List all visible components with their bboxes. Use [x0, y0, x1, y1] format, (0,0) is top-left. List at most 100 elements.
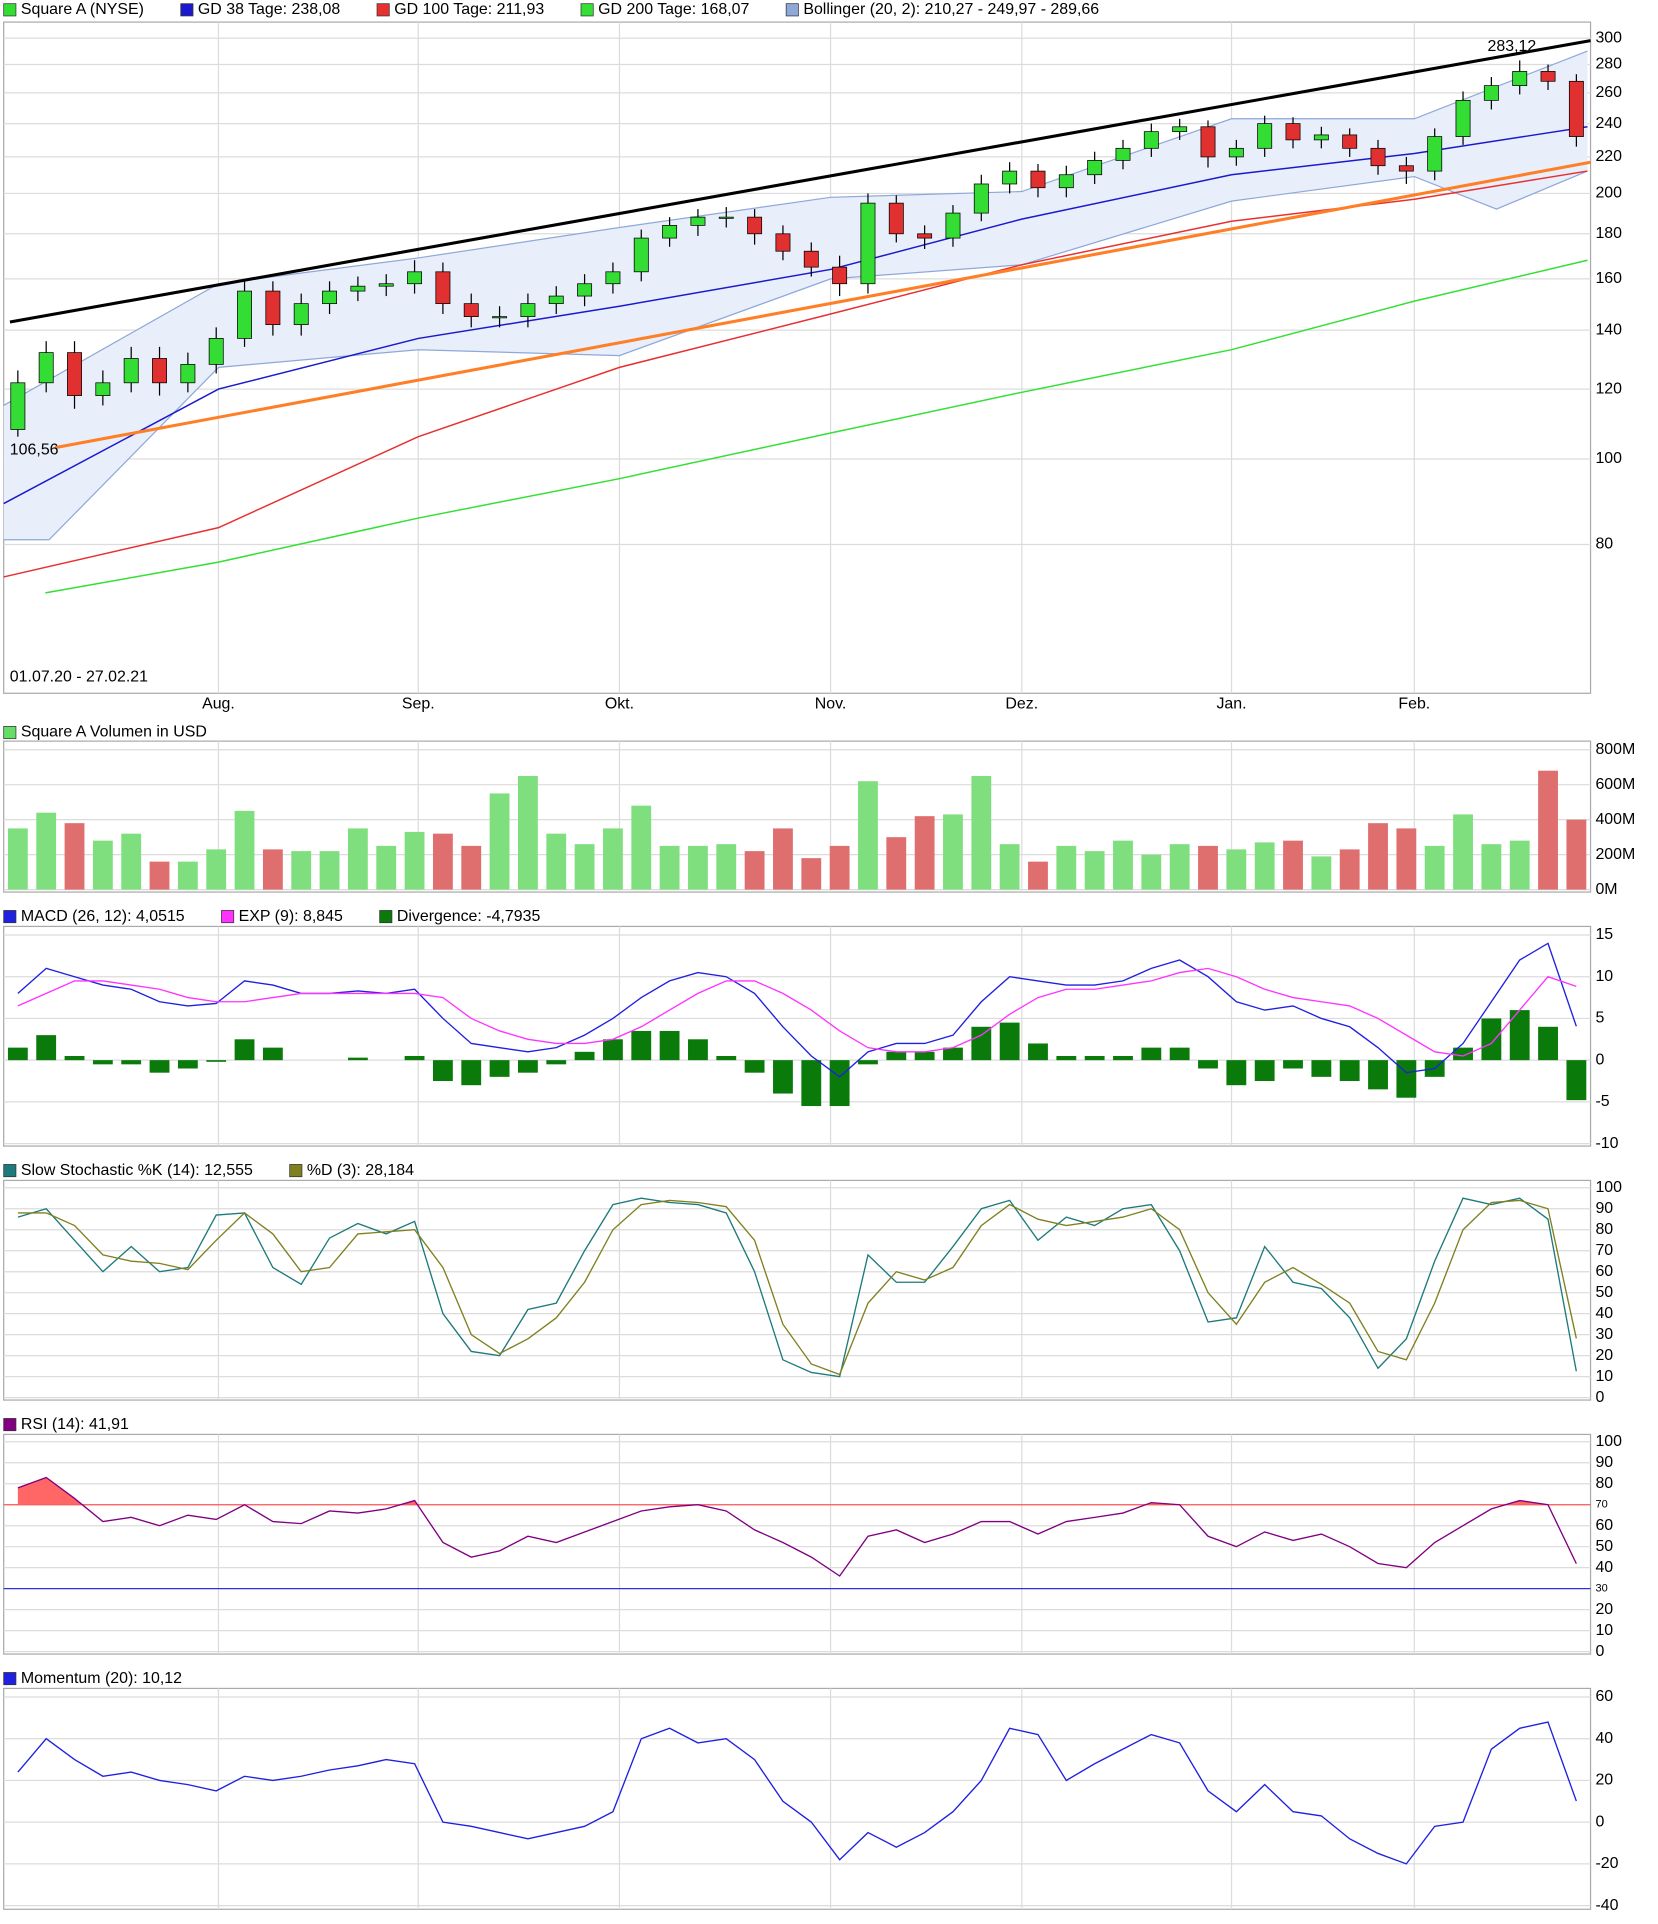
volume-bar: [121, 833, 142, 890]
y-tick-label: 10: [1595, 1622, 1613, 1639]
volume-bar: [319, 851, 340, 890]
volume-bar: [1481, 844, 1502, 890]
y-tick-label: 180: [1595, 225, 1622, 242]
legend-label: Square A (NYSE): [21, 1, 144, 18]
candle-body: [718, 216, 734, 219]
candle-body: [95, 382, 111, 396]
volume-bar: [603, 828, 623, 890]
x-tick-label: Jan.: [1216, 696, 1246, 713]
volume-bar: [659, 845, 680, 890]
candle-body: [492, 316, 508, 319]
panel-frame: [3, 925, 1592, 1147]
volume-bar: [1198, 845, 1218, 890]
volume-bar: [1509, 840, 1530, 890]
volume-bar: [546, 833, 567, 890]
volume-bar: [1453, 814, 1473, 890]
candle-body: [1087, 160, 1103, 176]
divergence-bar: [461, 1060, 482, 1086]
annotation: 106,56: [10, 442, 59, 459]
divergence-bar: [801, 1060, 822, 1107]
candle-body: [1002, 170, 1018, 185]
legend-swatch: [3, 1418, 17, 1432]
candle-body: [945, 212, 961, 239]
divergence-bar: [517, 1060, 538, 1073]
legend-swatch: [221, 910, 235, 924]
volume-bar: [914, 816, 935, 890]
indicator-line: [17, 967, 1577, 1057]
y-tick-label: 100: [1595, 1433, 1622, 1450]
y-tick-label: 50: [1595, 1284, 1613, 1301]
candle-body: [1455, 99, 1471, 137]
y-tick-label: 10: [1595, 1368, 1613, 1385]
volume-bar: [461, 845, 482, 890]
legend-label: Slow Stochastic %K (14): 12,555: [21, 1162, 253, 1179]
divergence-bar: [489, 1060, 510, 1077]
candle-body: [1483, 85, 1499, 101]
divergence-bar: [603, 1039, 623, 1061]
candle-body: [1398, 165, 1414, 172]
candle-body: [1257, 123, 1273, 149]
candle-body: [1030, 170, 1046, 189]
legend-label: %D (3): 28,184: [307, 1162, 414, 1179]
candle-body: [407, 271, 423, 285]
y-tick-label: 220: [1595, 148, 1622, 165]
volume-bar: [829, 845, 850, 890]
reference-label: 30: [1595, 1583, 1607, 1595]
y-tick-label: -5: [1595, 1093, 1609, 1110]
candle-body: [152, 358, 167, 384]
indicator-line: [17, 1476, 1577, 1577]
volume-bar: [1113, 840, 1133, 890]
volume-bar: [716, 844, 737, 890]
volume-bar: [1396, 828, 1417, 890]
annotation: 283,12: [1488, 38, 1537, 55]
divergence-bar: [347, 1057, 368, 1061]
volume-bar: [1368, 823, 1388, 890]
y-tick-label: 140: [1595, 321, 1622, 338]
volume-bar: [517, 775, 538, 890]
indicator-line: [17, 1721, 1577, 1865]
y-tick-label: 10: [1595, 968, 1613, 985]
y-tick-label: 20: [1595, 1347, 1613, 1364]
divergence-bar: [1453, 1047, 1473, 1061]
volume-bar: [574, 844, 595, 890]
volume-bar: [1311, 856, 1332, 890]
panel-frame: [3, 1433, 1592, 1655]
y-tick-label: 5: [1595, 1010, 1604, 1027]
candle-body: [1512, 71, 1528, 86]
indicator-line: [17, 1197, 1577, 1378]
legend-swatch: [3, 910, 17, 924]
volume-bar: [347, 828, 368, 890]
divergence-bar: [1396, 1060, 1417, 1098]
legend-label: RSI (14): 41,91: [21, 1416, 129, 1433]
volume-bar: [206, 849, 227, 890]
candle-body: [775, 233, 791, 252]
y-tick-label: 160: [1595, 270, 1622, 287]
volume-bar: [801, 858, 822, 890]
y-tick-label: 120: [1595, 380, 1622, 397]
divergence-bar: [206, 1060, 227, 1062]
volume-bar: [773, 828, 793, 890]
volume-bar: [1339, 849, 1360, 890]
y-tick-label: 70: [1595, 1242, 1613, 1259]
legend-swatch: [180, 3, 194, 17]
divergence-bar: [744, 1060, 765, 1073]
candle-body: [435, 271, 451, 305]
candle-body: [832, 266, 848, 285]
volume-bar: [36, 812, 57, 890]
candle-body: [208, 338, 224, 365]
divergence-bar: [1226, 1060, 1247, 1086]
candle-body: [265, 290, 281, 326]
panel-frame: [3, 1687, 1592, 1910]
divergence-bar: [716, 1055, 737, 1061]
divergence-bar: [1283, 1060, 1303, 1069]
candle-body: [548, 295, 564, 305]
divergence-bar: [1339, 1060, 1360, 1082]
candle-body: [180, 364, 196, 384]
candle-body: [1058, 174, 1074, 189]
candle-body: [350, 285, 366, 292]
volume-bar: [688, 845, 708, 890]
y-tick-label: 600M: [1595, 776, 1635, 793]
x-tick-label: Okt.: [605, 696, 634, 713]
volume-bar: [404, 831, 425, 890]
